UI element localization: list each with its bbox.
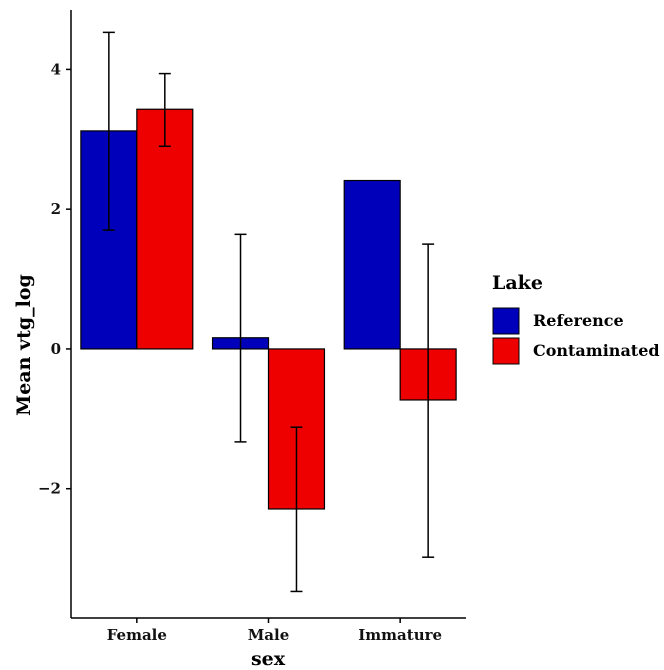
legend-swatch bbox=[492, 307, 520, 335]
x-tick-label: Male bbox=[248, 626, 290, 644]
y-tick-label: 4 bbox=[51, 60, 61, 78]
y-tick-label: −2 bbox=[38, 480, 61, 498]
bars-layer bbox=[80, 108, 457, 510]
y-tick-label: 0 bbox=[51, 340, 61, 358]
legend-swatch bbox=[492, 337, 520, 365]
bar bbox=[136, 108, 194, 350]
legend: Lake Reference Contaminated bbox=[492, 272, 660, 365]
legend-items: Reference Contaminated bbox=[492, 307, 660, 365]
y-axis-title: Mean vtg_log bbox=[13, 274, 35, 416]
y-tick-label: 2 bbox=[51, 200, 61, 218]
legend-label: Contaminated bbox=[533, 341, 660, 360]
x-axis-title: sex bbox=[251, 648, 286, 670]
legend-title: Lake bbox=[492, 272, 543, 294]
bar bbox=[343, 179, 401, 350]
legend-label: Reference bbox=[533, 311, 624, 330]
x-tick-label: Immature bbox=[358, 626, 442, 644]
x-tick-label: Female bbox=[107, 626, 167, 644]
error-bars-layer bbox=[102, 31, 435, 593]
ticks-layer: −2 0 2 4 Female Male Immature bbox=[38, 60, 442, 644]
